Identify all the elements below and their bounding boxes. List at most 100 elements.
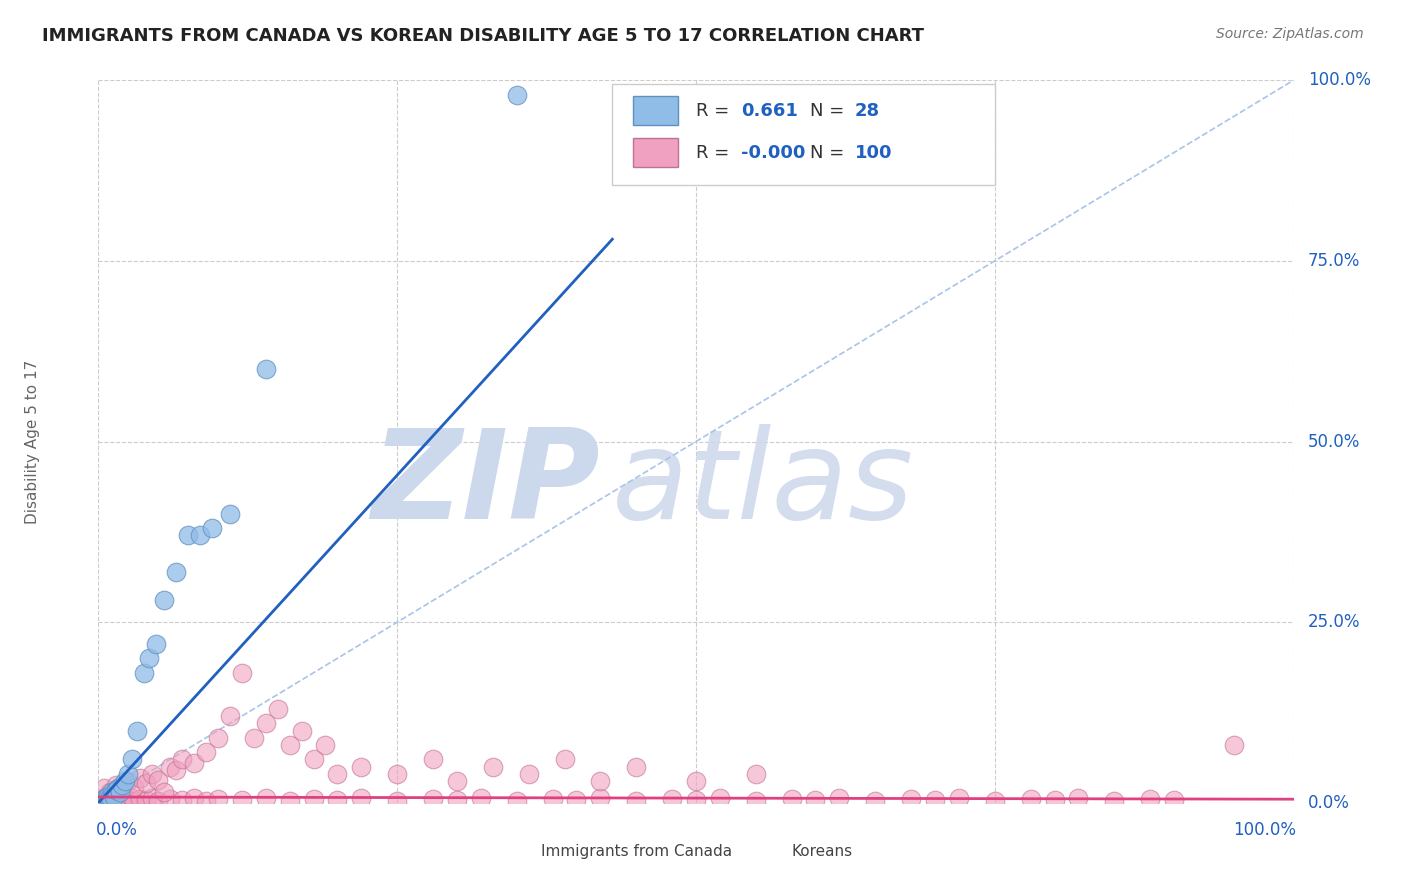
Point [124, 794, 146, 808]
Point [98, 790, 122, 805]
Point [97, 789, 120, 803]
Point [159, 760, 181, 774]
Point [91, 794, 114, 808]
Point [135, 775, 157, 789]
Point [107, 781, 129, 796]
Point [129, 771, 152, 785]
Point [231, 665, 253, 680]
Point [506, 794, 529, 808]
Point [828, 791, 851, 805]
Point [141, 791, 163, 805]
Point [117, 793, 139, 807]
Point [254, 716, 277, 731]
Point [254, 362, 277, 376]
Point [165, 565, 187, 579]
Point [709, 791, 731, 805]
Point [326, 793, 349, 807]
Point [96, 791, 118, 805]
Text: 50.0%: 50.0% [1308, 433, 1360, 450]
Point [350, 791, 373, 805]
Point [1223, 738, 1246, 752]
Point [517, 767, 540, 781]
Point [114, 774, 136, 789]
Point [93, 790, 115, 805]
Point [589, 774, 612, 789]
Point [98, 792, 121, 806]
Point [554, 752, 576, 766]
Point [207, 792, 229, 806]
Point [121, 791, 143, 805]
Point [201, 521, 224, 535]
Text: 75.0%: 75.0% [1308, 252, 1360, 270]
Point [188, 528, 211, 542]
Point [326, 767, 349, 781]
Point [267, 702, 290, 716]
Point [231, 793, 253, 807]
Point [254, 791, 277, 805]
Text: IMMIGRANTS FROM CANADA VS KOREAN DISABILITY AGE 5 TO 17 CORRELATION CHART: IMMIGRANTS FROM CANADA VS KOREAN DISABIL… [42, 27, 924, 45]
Point [195, 745, 218, 759]
Point [219, 507, 242, 521]
Text: 25.0%: 25.0% [1308, 613, 1361, 632]
Point [103, 790, 125, 805]
Point [350, 760, 373, 774]
Text: -0.000: -0.000 [741, 144, 806, 161]
Text: 100.0%: 100.0% [1233, 821, 1296, 838]
Point [98, 793, 122, 807]
Point [100, 791, 122, 805]
Point [541, 792, 564, 806]
Point [470, 791, 492, 805]
Point [446, 774, 468, 789]
Point [506, 87, 529, 102]
Text: Immigrants from Canada: Immigrants from Canada [541, 845, 731, 859]
Point [291, 723, 314, 738]
Point [125, 723, 148, 738]
Point [243, 731, 266, 745]
Point [780, 792, 803, 806]
Point [948, 791, 970, 805]
Point [172, 793, 194, 807]
Point [1067, 791, 1090, 805]
Point [315, 738, 337, 752]
Point [101, 787, 124, 801]
Point [481, 760, 505, 774]
Point [172, 752, 194, 766]
Point [385, 794, 409, 808]
Point [141, 767, 163, 781]
Point [183, 756, 205, 770]
Point [165, 764, 187, 778]
Point [183, 791, 205, 805]
Point [100, 785, 122, 799]
Point [422, 792, 444, 806]
Point [111, 794, 134, 808]
Point [924, 793, 946, 807]
Point [121, 752, 143, 766]
Text: atlas: atlas [613, 425, 914, 545]
Point [685, 774, 707, 789]
Point [302, 752, 325, 766]
Point [422, 752, 444, 766]
Text: 100: 100 [855, 144, 893, 161]
Point [98, 792, 121, 806]
Point [138, 651, 160, 665]
FancyBboxPatch shape [499, 841, 537, 863]
Point [101, 794, 124, 808]
Point [114, 792, 136, 806]
Text: 0.661: 0.661 [741, 102, 799, 120]
Point [111, 778, 134, 792]
Text: ZIP: ZIP [371, 425, 600, 545]
Point [745, 794, 768, 808]
Point [1019, 792, 1042, 806]
Text: R =: R = [696, 144, 735, 161]
Point [153, 593, 176, 607]
Point [745, 767, 768, 781]
Point [1139, 792, 1161, 806]
Text: R =: R = [696, 102, 735, 120]
Point [177, 528, 200, 542]
Point [117, 774, 139, 789]
FancyBboxPatch shape [633, 138, 678, 167]
Point [94, 793, 117, 807]
Text: N =: N = [810, 144, 849, 161]
Text: Source: ZipAtlas.com: Source: ZipAtlas.com [1216, 27, 1364, 41]
FancyBboxPatch shape [633, 96, 678, 125]
